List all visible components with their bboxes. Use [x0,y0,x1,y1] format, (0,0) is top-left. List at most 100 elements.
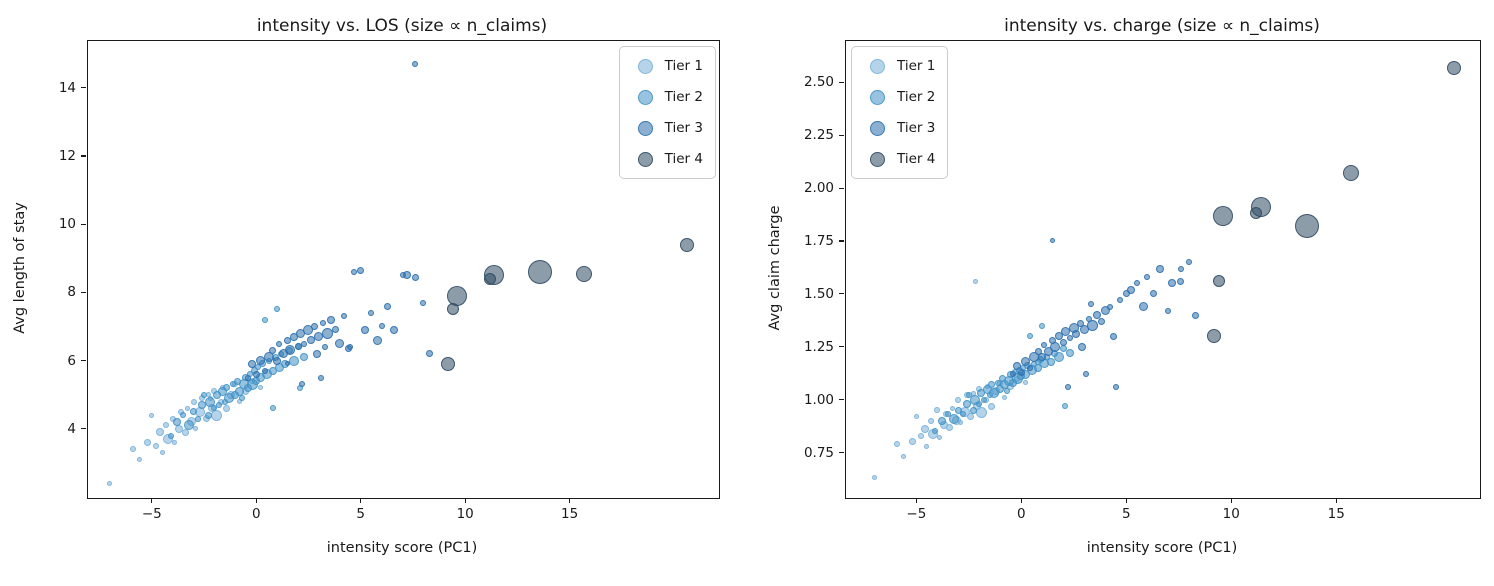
scatter-point [149,412,155,418]
x-tick [1020,498,1022,503]
x-tick-label: 0 [1017,506,1026,522]
legend: Tier 1 Tier 2 Tier 3 Tier 4 [618,46,716,179]
scatter-point [1087,320,1099,332]
x-tick [1230,498,1232,503]
scatter-point [163,422,170,429]
scatter-point [679,237,694,252]
scatter-point [484,265,505,286]
scatter-point [576,265,593,282]
y-tick-label: 12 [58,147,76,164]
legend-marker-icon [637,120,653,136]
scatter-point [937,416,946,425]
scatter-point [390,325,399,334]
scatter-point [321,327,333,339]
y-tick-label: 14 [58,79,76,96]
scatter-point [420,299,427,306]
legend-marker-icon [870,58,885,74]
x-tick-label: 5 [1122,506,1131,522]
legend-marker-icon [870,120,885,136]
scatter-point [957,420,963,426]
panel-los-ylabel: Avg length of stay [12,202,28,334]
x-tick [1335,498,1337,503]
y-tick-label: 1.75 [803,232,834,249]
scatter-point [252,370,260,378]
y-tick-label: 1.25 [803,338,834,355]
scatter-point [211,409,223,421]
scatter-point [1212,205,1233,226]
scatter-point [1002,395,1008,401]
scatter-point [218,386,228,396]
y-tick-label: 0.75 [803,444,834,461]
scatter-point [193,426,199,432]
legend-item: Tier 2 [630,85,703,109]
scatter-point [913,414,919,420]
scatter-point [372,335,382,345]
scatter-point [1071,330,1080,339]
scatter-point [136,456,142,462]
scatter-point [1064,383,1071,390]
scatter-point [1097,317,1105,325]
scatter-point [335,339,345,349]
legend-item: Tier 3 [630,116,703,140]
scatter-point [1038,353,1047,362]
panel-los-xlabel: intensity score (PC1) [326,540,478,556]
scatter-point [1186,259,1193,266]
scatter-point [1060,327,1070,337]
scatter-point [1062,403,1069,410]
scatter-point [378,323,385,330]
legend-item: Tier 3 [862,116,935,140]
scatter-point [1446,60,1461,75]
scatter-point [340,313,347,320]
scatter-point [1342,165,1359,182]
scatter-point [300,353,309,362]
y-tick [81,87,86,89]
scatter-point [917,432,924,439]
legend-marker-icon [637,58,653,74]
y-tick [839,346,844,348]
panel-charge-ylabel: Avg claim charge [767,205,783,331]
y-tick [839,187,844,189]
y-tick [839,399,844,401]
x-tick-label: 15 [1327,506,1345,522]
x-tick [1125,498,1127,503]
scatter-point [1126,285,1135,294]
y-tick-label: 2.50 [803,74,834,91]
scatter-point [306,336,315,345]
scatter-point [1021,357,1031,367]
scatter-point [288,355,299,366]
scatter-point [1013,361,1022,370]
scatter-point [976,400,983,407]
scatter-point [1087,301,1094,308]
x-tick [915,498,917,503]
scatter-point [528,259,553,284]
scatter-point [152,442,159,449]
y-tick [839,451,844,454]
scatter-point [261,367,268,374]
scatter-point [211,405,218,412]
scatter-point [332,326,340,334]
scatter-point [274,306,281,313]
scatter-point [351,268,358,275]
legend-item: Tier 1 [862,54,935,78]
legend-label: Tier 2 [897,89,936,105]
scatter-point [1294,214,1319,239]
scatter-point [946,423,954,431]
scatter-point [357,266,365,274]
scatter-point [969,406,977,414]
x-tick-label: −5 [141,506,162,522]
scatter-point [184,405,190,411]
scatter-point [1059,339,1067,347]
scatter-point [1023,380,1029,386]
scatter-point [871,475,877,481]
scatter-point [294,343,302,351]
scatter-point [181,428,189,436]
scatter-point [975,406,987,418]
x-tick-label: 10 [456,506,474,522]
scatter-point [954,406,962,414]
y-tick-label: 8 [67,284,76,301]
scatter-point [180,412,187,419]
y-tick-label: 10 [58,216,76,233]
scatter-point [107,480,113,486]
scatter-point [1168,279,1177,288]
